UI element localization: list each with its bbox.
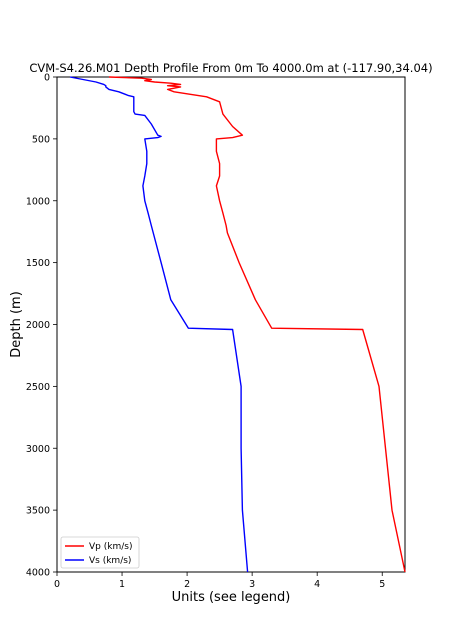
y-tick-label: 3000 [26, 444, 50, 455]
y-tick-label: 4000 [26, 568, 50, 579]
y-tick-label: 0 [44, 73, 50, 84]
x-tick-label: 5 [379, 579, 385, 590]
chart-title: CVM-S4.26.M01 Depth Profile From 0m To 4… [29, 61, 432, 75]
y-tick-label: 2500 [26, 382, 50, 393]
legend-label-vp: Vp (km/s) [89, 542, 132, 552]
y-tick-label: 500 [32, 134, 50, 145]
series-layer [69, 76, 406, 573]
legend-label-vs: Vs (km/s) [89, 556, 131, 566]
x-tick-label: 4 [314, 579, 320, 590]
x-axis-ticks: 0 1 2 3 4 5 [54, 572, 385, 590]
series-line-vs [69, 76, 249, 573]
y-tick-label: 3500 [26, 506, 50, 517]
x-tick-label: 2 [184, 579, 190, 590]
y-axis-ticks: 0 500 1000 1500 2000 2500 3000 3500 4000 [26, 73, 57, 579]
legend: Vp (km/s) Vs (km/s) [60, 536, 140, 569]
x-axis-label: Units (see legend) [172, 590, 291, 605]
y-tick-label: 1000 [26, 196, 50, 207]
plot-frame [56, 76, 406, 573]
y-tick-label: 1500 [26, 258, 50, 269]
x-tick-label: 1 [119, 579, 125, 590]
series-line-vp [108, 76, 406, 573]
y-axis-label: Depth (m) [9, 291, 24, 358]
y-tick-label: 2000 [26, 320, 50, 331]
x-tick-label: 3 [249, 579, 255, 590]
x-tick-label: 0 [54, 579, 60, 590]
plot-area [56, 76, 406, 573]
